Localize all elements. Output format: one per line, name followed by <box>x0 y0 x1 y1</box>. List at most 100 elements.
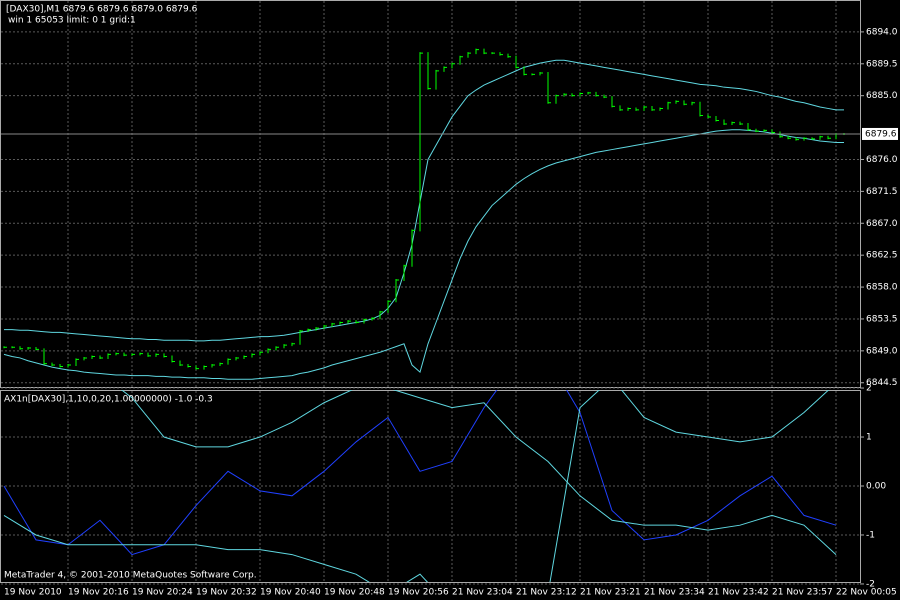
y-tick-label: 0.00 <box>866 482 886 492</box>
price-bar <box>339 321 343 325</box>
x-tick-label: 21 Nov 23:21 <box>580 588 641 598</box>
y-tick-label: 1 <box>866 433 872 443</box>
y-tick-label: 6858.0 <box>866 283 898 293</box>
price-bar <box>763 129 767 133</box>
price-bar <box>747 123 751 131</box>
price-bar <box>243 355 247 359</box>
price-bar <box>267 348 271 354</box>
price-bar <box>427 52 431 90</box>
price-bar <box>643 106 647 111</box>
main-pane-border <box>0 0 861 388</box>
price-bar <box>283 344 287 349</box>
price-bar <box>499 52 503 56</box>
price-bar <box>355 320 359 324</box>
price-bar <box>3 346 7 349</box>
price-bar <box>523 66 527 76</box>
price-bar <box>579 92 583 97</box>
price-bar <box>371 317 375 321</box>
price-bar <box>467 52 471 58</box>
price-bar <box>27 347 31 350</box>
price-bar <box>451 62 455 69</box>
y-tick-label: 6889.5 <box>866 59 898 69</box>
price-bar <box>43 348 47 365</box>
price-bar <box>379 310 383 320</box>
price-bar <box>67 364 71 368</box>
price-bar <box>627 107 631 111</box>
price-bar <box>75 358 79 367</box>
price-bar <box>363 318 367 324</box>
price-bar <box>795 137 799 141</box>
price-bar <box>219 362 223 367</box>
x-tick-label: 19 Nov 20:40 <box>260 588 321 598</box>
indicator-plot <box>3 390 837 582</box>
y-tick-label: 6849.0 <box>866 346 898 356</box>
price-bar <box>291 342 295 347</box>
price-bar <box>131 353 135 357</box>
y-tick-label: 6862.5 <box>866 251 898 261</box>
band-line <box>4 59 844 342</box>
price-bar <box>139 352 143 356</box>
price-bar <box>827 135 831 140</box>
y-tick-label: 6885.0 <box>866 91 898 101</box>
price-bar <box>507 53 511 58</box>
price-bar <box>187 364 191 368</box>
price-bar <box>171 355 175 363</box>
price-bar <box>699 101 703 117</box>
price-bar <box>787 135 791 140</box>
price-bar <box>275 346 279 351</box>
price-bar <box>115 352 119 356</box>
price-bar <box>251 353 255 358</box>
price-bar <box>555 94 559 104</box>
price-bar <box>387 300 391 313</box>
price-bar <box>531 73 535 76</box>
x-tick-label: 19 Nov 20:32 <box>196 588 257 598</box>
price-bar <box>235 356 239 361</box>
y-tick-label: 6853.5 <box>866 314 898 324</box>
y-tick-label: 2 <box>866 384 872 394</box>
x-tick-label: 19 Nov 20:16 <box>68 588 129 598</box>
price-bar <box>571 93 575 97</box>
price-bar <box>755 128 759 133</box>
price-bar <box>331 322 335 328</box>
x-tick-label: 19 Nov 20:24 <box>132 588 193 598</box>
price-bar <box>483 48 487 55</box>
price-bar <box>307 328 311 333</box>
price-bar <box>635 107 639 111</box>
price-bar <box>11 346 15 349</box>
y-tick-label: -1 <box>866 530 875 540</box>
y-tick-label: -2 <box>866 579 875 589</box>
price-bar <box>259 351 263 356</box>
price-bar <box>91 355 95 359</box>
price-bar <box>739 121 743 126</box>
x-tick-label: 22 Nov 00:05 <box>836 588 897 598</box>
price-bar <box>611 96 615 108</box>
price-bar <box>315 327 319 331</box>
price-bar <box>163 353 167 358</box>
x-tick-label: 19 Nov 2010 <box>4 588 62 598</box>
price-bar <box>563 93 567 97</box>
price-bar <box>811 137 815 140</box>
price-bar <box>475 48 479 55</box>
indicator-line <box>120 390 837 555</box>
price-bar <box>123 352 127 357</box>
price-bar <box>99 355 103 359</box>
price-bar <box>443 66 447 72</box>
x-tick-label: 21 Nov 23:04 <box>452 588 513 598</box>
price-bar <box>459 55 463 65</box>
price-bar <box>35 347 39 351</box>
price-bar <box>595 91 599 97</box>
x-tick-label: 21 Nov 23:42 <box>708 588 769 598</box>
price-bar <box>515 55 519 69</box>
last-price-box <box>862 127 898 140</box>
price-bar <box>435 69 439 90</box>
indicator-title: AX1n[DAX30],1,10,0,20,1.00000000) -1.0 -… <box>4 395 213 405</box>
chart-title: [DAX30],M1 6879.6 6879.6 6879.0 6879.6 <box>6 5 198 15</box>
indicator-line <box>3 390 837 556</box>
price-bar <box>667 101 671 110</box>
x-tick-label: 19 Nov 20:48 <box>324 588 385 598</box>
x-tick-label: 21 Nov 23:12 <box>516 588 577 598</box>
footer: MetaTrader 4, © 2001-2010 MetaQuotes Sof… <box>4 571 257 581</box>
price-bar <box>603 94 607 99</box>
indicator-line <box>3 390 830 582</box>
